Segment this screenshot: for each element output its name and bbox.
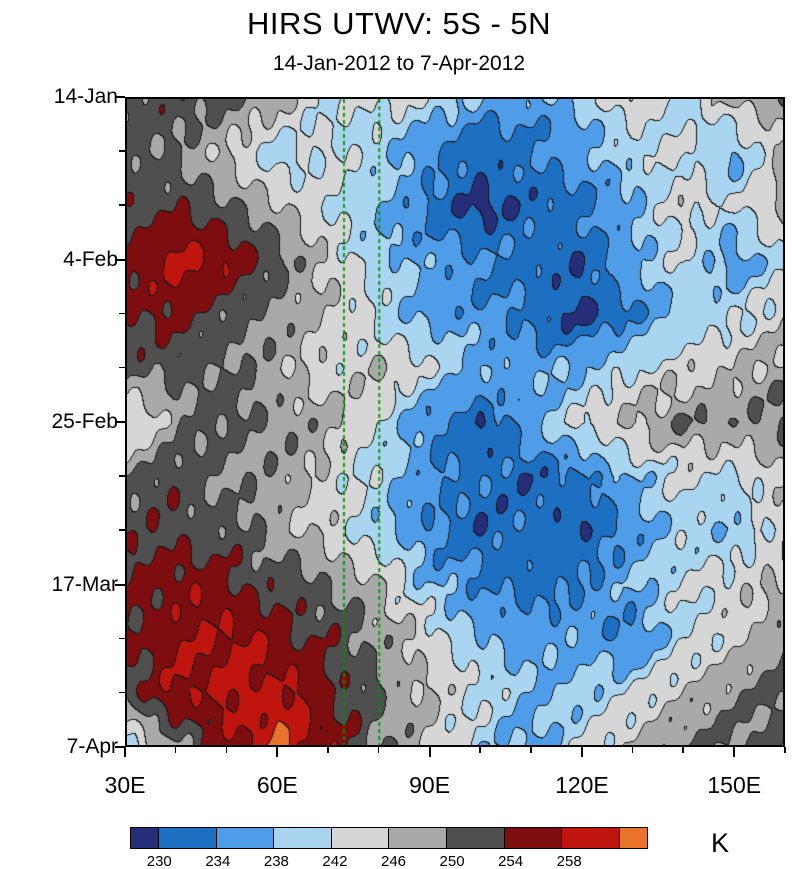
tick-mark [682, 747, 684, 753]
colorbar-cell [446, 827, 505, 849]
x-tick-label: 30E [104, 772, 146, 798]
colorbar-cell [330, 827, 390, 849]
plot-frame [125, 97, 785, 747]
colorbar-cell [215, 827, 275, 849]
tick-mark [119, 475, 125, 477]
colorbar-tick-label: 238 [263, 853, 289, 869]
tick-mark [377, 747, 380, 753]
x-tick-label: 150E [707, 772, 762, 798]
tick-mark [124, 747, 126, 757]
tick-mark [119, 637, 125, 640]
colorbar-tick-label: 230 [146, 853, 172, 869]
y-tick-label: 25-Feb [51, 410, 118, 433]
tick-mark [428, 747, 431, 757]
y-tick-label: 7-Apr [66, 735, 118, 758]
tick-mark [119, 366, 125, 369]
colorbar-cell [130, 827, 160, 849]
tick-mark [784, 747, 786, 753]
heatmap-canvas [127, 99, 783, 745]
y-tick-label: 4-Feb [63, 247, 118, 271]
y-tick-label: 17-Mar [51, 572, 118, 596]
colorbar-cell [561, 827, 620, 849]
tick-mark [479, 747, 481, 753]
tick-mark [119, 312, 125, 315]
x-tick-label: 120E [555, 772, 609, 798]
colorbar-tick-label: 254 [498, 853, 524, 869]
chart-title: HIRS UTWV: 5S - 5N [246, 6, 552, 41]
colorbar-tick-label: 250 [439, 853, 465, 869]
colorbar-cell [618, 827, 648, 849]
tick-mark [115, 421, 125, 423]
tick-mark [580, 747, 583, 757]
tick-mark [174, 747, 177, 753]
colorbar-tick-label: 242 [322, 853, 348, 869]
colorbar-tick-label: 258 [556, 853, 582, 869]
tick-mark [530, 747, 532, 753]
chart-subtitle: 14-Jan-2012 to 7-Apr-2012 [272, 52, 526, 75]
tick-mark [115, 746, 125, 748]
tick-mark [115, 583, 125, 586]
colorbar-tick-label: 246 [380, 853, 407, 869]
tick-mark [119, 691, 125, 694]
colorbar-unit-label: K [710, 828, 729, 858]
tick-mark [119, 529, 125, 531]
tick-mark [276, 747, 279, 757]
x-tick-label: 60E [256, 772, 298, 798]
colorbar-tick-label: 234 [205, 853, 231, 869]
y-tick-label: 14-Jan [53, 85, 118, 108]
tick-mark [119, 204, 125, 206]
colorbar [130, 827, 648, 849]
tick-mark [115, 96, 125, 98]
tick-mark [225, 747, 228, 753]
colorbar-cell [503, 827, 563, 849]
colorbar-cell [158, 827, 217, 849]
tick-mark [327, 747, 329, 753]
x-tick-label: 90E [409, 772, 451, 798]
tick-mark [115, 258, 125, 261]
tick-mark [631, 747, 634, 753]
tick-mark [733, 747, 736, 757]
tick-mark [119, 150, 125, 152]
colorbar-cell [388, 827, 447, 849]
colorbar-cell [273, 827, 332, 849]
